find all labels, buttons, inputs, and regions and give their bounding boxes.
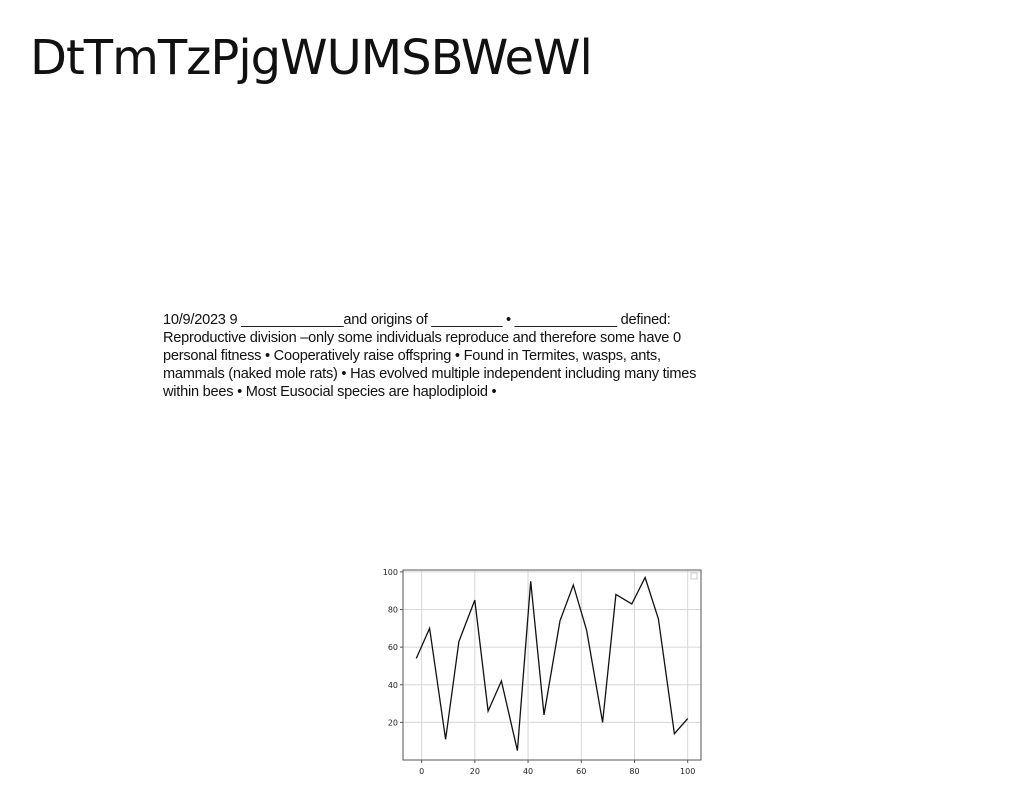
chart-frame (402, 569, 702, 761)
chart-grid (403, 570, 701, 760)
series-line (415, 575, 689, 751)
x-tick-label: 60 (576, 767, 586, 776)
x-tick-label: 100 (680, 767, 695, 776)
line-chart: 0 20 40 60 80 100 20 40 60 80 100 (383, 568, 702, 776)
y-tick-label: 60 (388, 643, 398, 652)
x-axis-ticks: 0 20 40 60 80 100 (419, 760, 695, 776)
y-tick-label: 80 (388, 606, 398, 615)
y-axis-ticks: 20 40 60 80 100 (383, 568, 403, 727)
y-tick-label: 20 (388, 718, 398, 727)
slide-title: DtTmTzPjgWUMSBWeWl (30, 30, 593, 86)
y-tick-label: 40 (388, 681, 398, 690)
chart-legend-box (690, 572, 698, 580)
x-tick-label: 80 (629, 767, 639, 776)
chart-series-layer (415, 575, 689, 751)
x-tick-label: 20 (470, 767, 480, 776)
x-tick-label: 0 (419, 767, 424, 776)
x-tick-label: 40 (523, 767, 533, 776)
slide-body-text: 10/9/2023 9 _____________and origins of … (163, 312, 697, 400)
y-tick-label: 100 (383, 568, 398, 577)
